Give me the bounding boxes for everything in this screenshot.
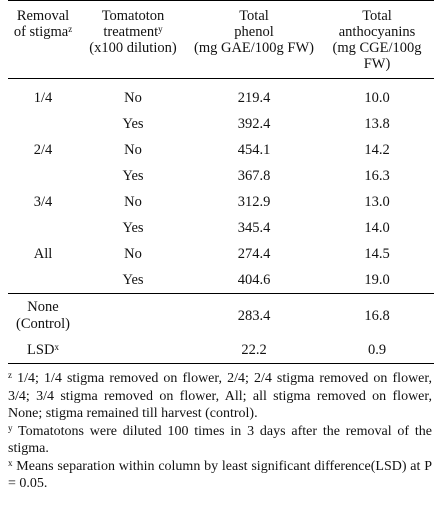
cell-phenol: 404.6 <box>237 272 271 288</box>
cell-removal <box>8 267 78 294</box>
table-row: Yes 345.4 14.0 <box>8 215 434 241</box>
results-table: Removal of stigmaz Tomatoton treatmenty … <box>8 0 434 364</box>
control-label-line2: (Control) <box>16 316 70 332</box>
cell-anthocyanins: 14.2 <box>364 142 390 158</box>
cell-phenol: 312.9 <box>237 194 271 210</box>
cell-phenol: 367.8 <box>237 168 271 184</box>
header-treatment-line3: (x100 dilution) <box>89 40 177 56</box>
cell-removal <box>8 215 78 241</box>
cell-removal <box>8 111 78 137</box>
footnote-z: z 1/4; 1/4 stigma removed on flower, 2/4… <box>8 370 434 423</box>
header-phenol-line3: (mg GAE/100g FW) <box>193 40 314 56</box>
cell-treatment: No <box>124 142 142 158</box>
footnote-x: x Means separation within column by leas… <box>8 458 434 493</box>
header-treatment-line2: treatment <box>103 24 159 40</box>
control-row: None (Control) 283.4 16.8 <box>8 293 434 337</box>
cell-phenol: 219.4 <box>237 90 271 106</box>
footnote-x-text: Means separation within column by least … <box>8 458 432 492</box>
footnote-mark-x: x <box>54 342 59 352</box>
table-row: 2/4 No 454.1 14.2 <box>8 137 434 163</box>
table-body: 1/4 No 219.4 10.0 Yes 392.4 13.8 2/4 No … <box>8 79 434 364</box>
cell-removal: 3/4 <box>33 194 53 210</box>
cell-anthocyanins: 16.8 <box>320 293 434 337</box>
cell-removal <box>8 163 78 189</box>
header-treatment-line1: Tomatoton <box>101 8 165 24</box>
table-row: Yes 367.8 16.3 <box>8 163 434 189</box>
table-row: Yes 404.6 19.0 <box>8 267 434 294</box>
cell-treatment-empty <box>78 337 188 364</box>
cell-phenol: 274.4 <box>237 246 271 262</box>
header-treatment: Tomatoton treatmenty (x100 dilution) <box>78 1 188 79</box>
footnote-mark-y: y <box>158 24 163 34</box>
cell-treatment-empty <box>78 293 188 337</box>
header-removal-line2: of stigma <box>13 24 69 40</box>
stigma-removal-table-figure: Removal of stigmaz Tomatoton treatmenty … <box>8 0 434 493</box>
cell-phenol: 345.4 <box>237 220 271 236</box>
cell-treatment: Yes <box>122 220 144 236</box>
lsd-label: LSD <box>27 342 55 358</box>
footnote-x-mark: x <box>8 457 13 468</box>
cell-lsd-label: LSDx <box>8 337 78 364</box>
header-removal-line1: Removal <box>16 8 70 24</box>
cell-treatment: Yes <box>122 116 144 132</box>
footnote-z-text: 1/4; 1/4 stigma removed on flower, 2/4; … <box>8 371 432 421</box>
cell-treatment: Yes <box>122 168 144 184</box>
cell-anthocyanins: 14.0 <box>364 220 390 236</box>
cell-anthocyanins: 0.9 <box>320 337 434 364</box>
table-row: Yes 392.4 13.8 <box>8 111 434 137</box>
table-row: 3/4 No 312.9 13.0 <box>8 189 434 215</box>
cell-phenol: 22.2 <box>188 337 320 364</box>
header-removal: Removal of stigmaz <box>8 1 78 79</box>
cell-treatment: No <box>124 90 142 106</box>
footnote-z-mark: z <box>8 370 12 380</box>
cell-anthocyanins: 14.5 <box>364 246 390 262</box>
header-anthocyanins-line1: Total <box>362 8 392 24</box>
table-row: All No 274.4 14.5 <box>8 241 434 267</box>
header-anthocyanins-line3: (mg CGE/100g FW) <box>332 40 422 72</box>
cell-treatment: No <box>124 246 142 262</box>
footnote-y: y Tomatotons were diluted 100 times in 3… <box>8 423 434 458</box>
header-anthocyanins-line2: anthocyanins <box>338 24 416 40</box>
header-phenol-line1: Total <box>239 8 269 24</box>
footnote-mark-z: z <box>68 24 73 34</box>
table-row: 1/4 No 219.4 10.0 <box>8 79 434 112</box>
cell-removal: 2/4 <box>33 142 53 158</box>
control-label-line1: None <box>27 299 59 315</box>
cell-treatment: No <box>124 194 142 210</box>
footnote-y-text: Tomatotons were diluted 100 times in 3 d… <box>8 423 432 457</box>
header-phenol-line2: phenol <box>234 24 274 40</box>
header-phenol: Total phenol (mg GAE/100g FW) <box>188 1 320 79</box>
footnotes: z 1/4; 1/4 stigma removed on flower, 2/4… <box>8 370 434 493</box>
cell-control-label: None (Control) <box>8 293 78 337</box>
cell-treatment: Yes <box>122 272 144 288</box>
cell-anthocyanins: 13.8 <box>364 116 390 132</box>
footnote-y-mark: y <box>8 422 13 433</box>
cell-phenol: 283.4 <box>188 293 320 337</box>
header-anthocyanins: Total anthocyanins (mg CGE/100g FW) <box>320 1 434 79</box>
cell-anthocyanins: 16.3 <box>364 168 390 184</box>
lsd-row: LSDx 22.2 0.9 <box>8 337 434 364</box>
cell-anthocyanins: 19.0 <box>364 272 390 288</box>
cell-phenol: 454.1 <box>237 142 271 158</box>
cell-phenol: 392.4 <box>237 116 271 132</box>
cell-anthocyanins: 10.0 <box>364 90 390 106</box>
cell-removal: All <box>33 246 53 262</box>
cell-anthocyanins: 13.0 <box>364 194 390 210</box>
cell-removal: 1/4 <box>33 90 53 106</box>
table-header: Removal of stigmaz Tomatoton treatmenty … <box>8 0 434 79</box>
